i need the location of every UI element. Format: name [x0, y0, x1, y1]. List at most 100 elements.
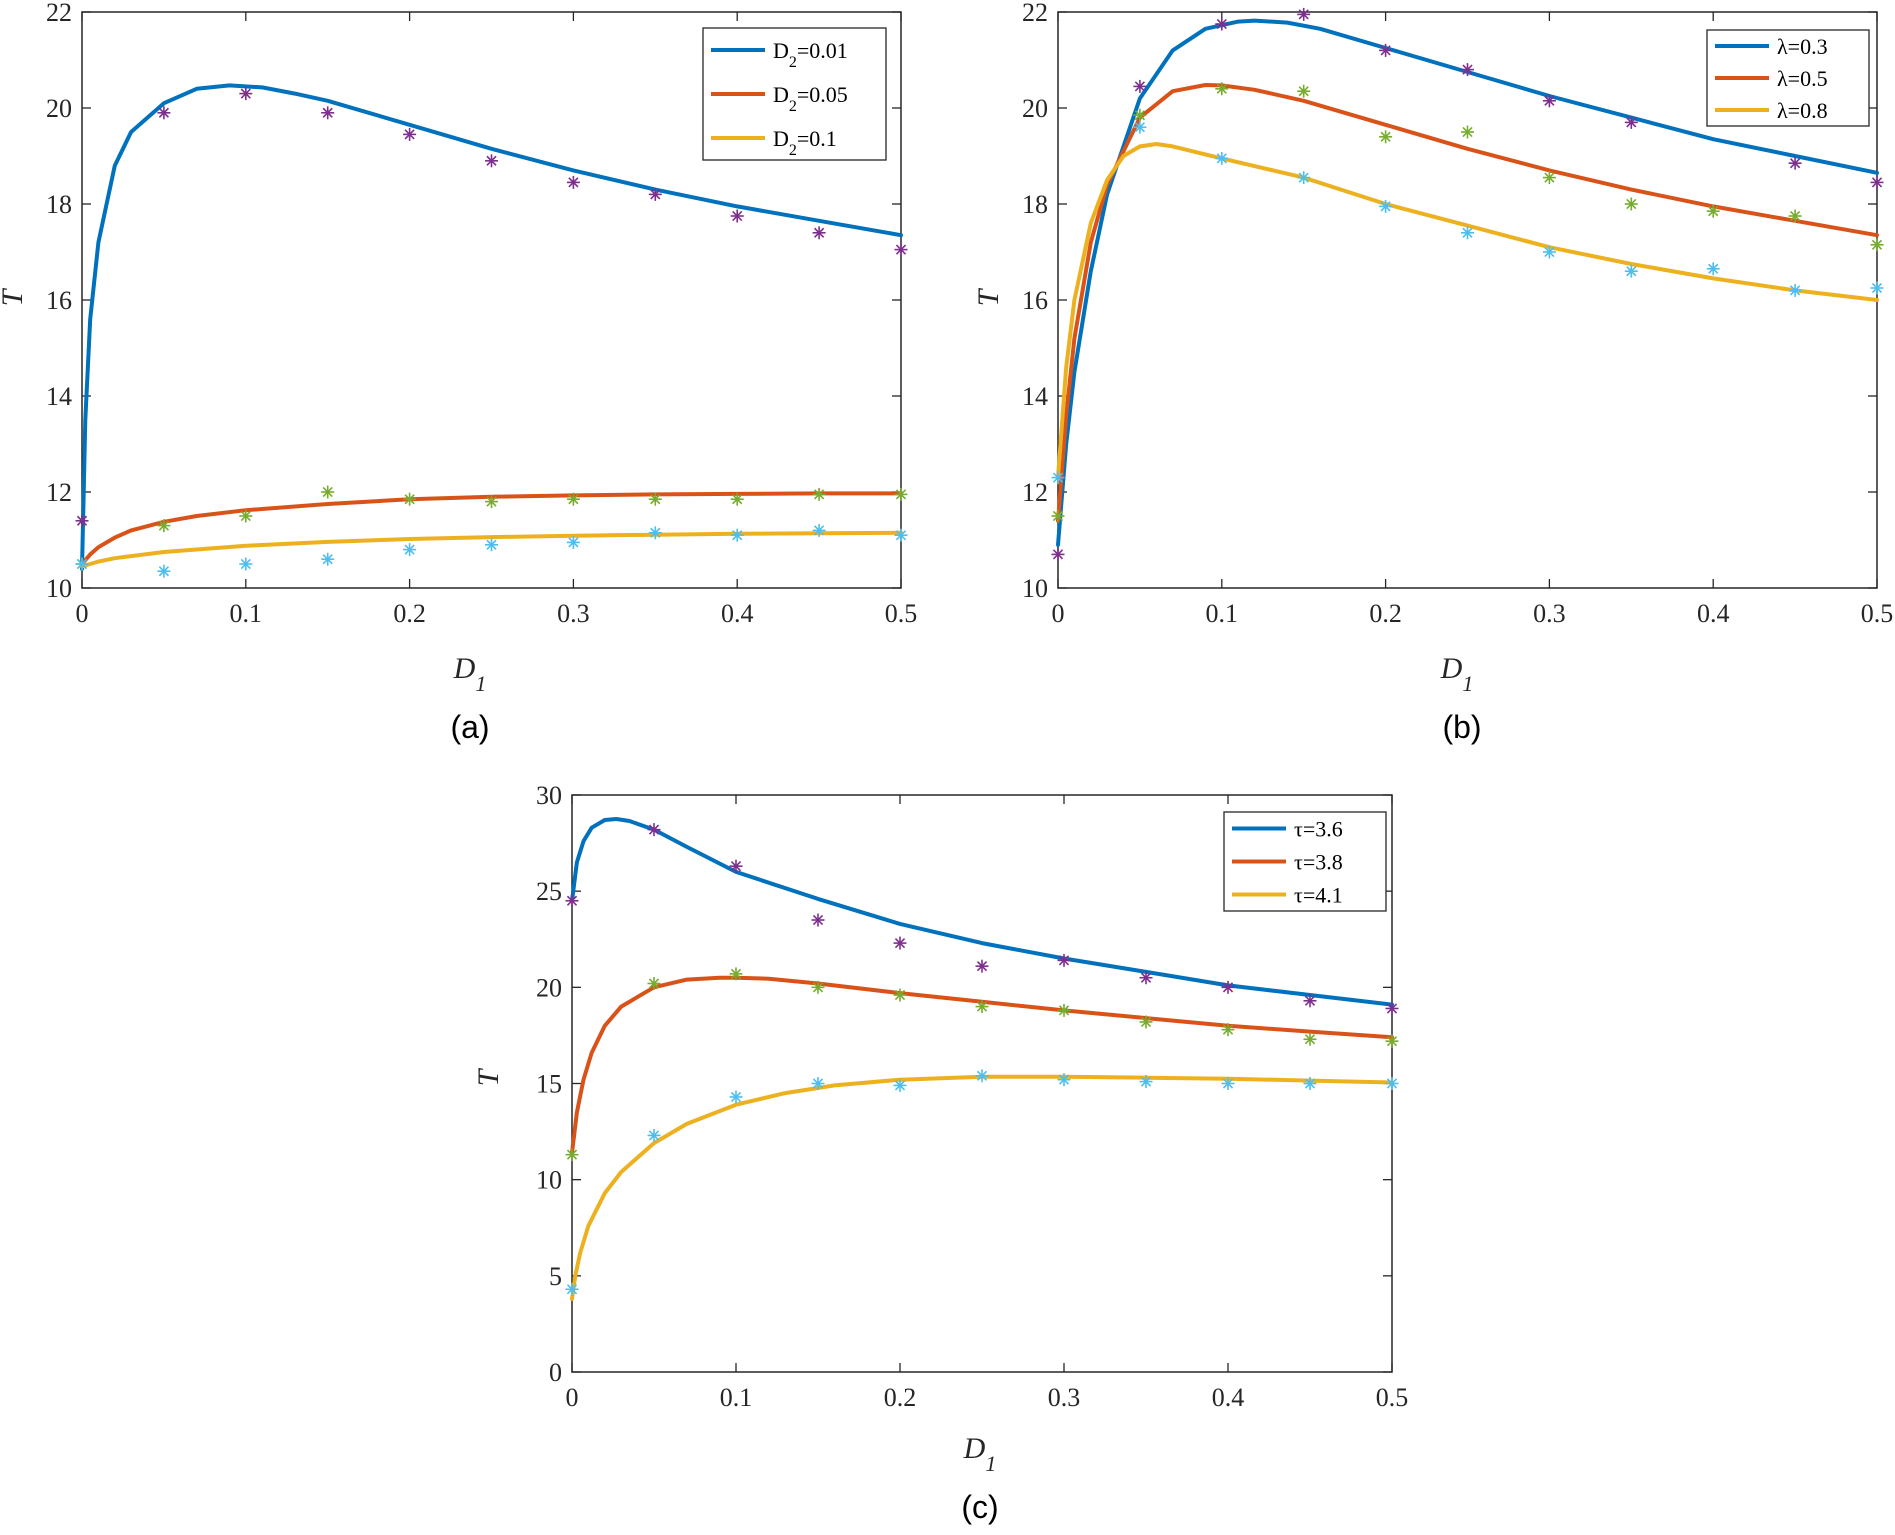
panel-b-plot-area: 0 0.1 0.2 0.3 0.4 0.5 10 12 14 16 18 20 22 λ=0.3 λ=0.5…	[1022, 0, 1893, 628]
series-1-marker	[975, 959, 989, 973]
series-3-marker	[321, 552, 335, 566]
series-2-marker	[1139, 1015, 1153, 1029]
series-line-1	[570, 817, 1394, 1007]
series-3-marker	[1706, 262, 1720, 276]
series-2-marker	[403, 492, 417, 506]
series-1-marker	[1788, 156, 1802, 170]
series-3-marker	[1379, 199, 1393, 213]
series-1-marker	[1542, 94, 1556, 108]
panel-c-plot-area: 0 0.1 0.2 0.3 0.4 0.5051015202530τ=3.6τ=3.8τ=…	[536, 781, 1408, 1412]
series-1-marker	[811, 913, 825, 927]
series-2-marker	[812, 487, 826, 501]
legend-label: τ=4.1	[1294, 883, 1343, 908]
series-2-marker	[975, 1000, 989, 1014]
series-2-marker	[1133, 108, 1147, 122]
y-tick-label: 12	[1022, 478, 1048, 507]
legend-label: λ=0.8	[1777, 98, 1828, 123]
panel-b-legend: λ=0.3 λ=0.5 λ=0.8	[1706, 29, 1870, 127]
series-2-marker	[1379, 130, 1393, 144]
series-line-2	[1056, 83, 1879, 523]
y-tick-label: 18	[46, 190, 72, 219]
series-line-3	[80, 530, 903, 569]
legend-label: τ=3.8	[1294, 850, 1343, 875]
series-line-2	[80, 491, 903, 566]
series-1-marker	[1870, 175, 1884, 189]
legend-label: λ=0.5	[1777, 66, 1828, 91]
series-3-marker	[647, 1128, 661, 1142]
series-2-marker	[1303, 1032, 1317, 1046]
series-line-3	[570, 1074, 1394, 1301]
series-1-marker	[566, 175, 580, 189]
series-1-marker	[647, 823, 661, 837]
series-1-marker	[893, 936, 907, 950]
panel-c-xlabel: D1	[963, 1432, 997, 1476]
panel-c: 0 0.1 0.2 0.3 0.4 0.5051015202530τ=3.6τ=3.8τ=…	[472, 781, 1408, 1525]
series-2-marker	[566, 492, 580, 506]
x-tick-label: 0.4	[1697, 599, 1730, 628]
x-tick-label: 0	[566, 1383, 579, 1412]
panel-b-ylabel: T	[972, 287, 1005, 306]
y-tick-label: 12	[46, 478, 72, 507]
series-3-marker	[1385, 1077, 1399, 1090]
x-tick-label: 0.5	[1861, 599, 1894, 628]
panel-a-ylabel: T	[0, 287, 29, 306]
y-tick-label: 10	[1022, 574, 1048, 603]
series-3-marker	[1297, 171, 1311, 185]
legend-label: D2=0.05	[773, 82, 848, 115]
y-tick-label: 18	[1022, 190, 1048, 219]
series-2-marker	[157, 519, 171, 533]
series-3-marker	[566, 535, 580, 549]
series-1-marker	[1379, 43, 1393, 57]
series-2-marker	[729, 967, 743, 981]
x-tick-label: 0.4	[1212, 1383, 1245, 1412]
series-3-marker	[1870, 281, 1884, 295]
x-tick-label: 0.4	[721, 599, 754, 628]
x-tick-label: 0.2	[884, 1383, 917, 1412]
series-2-marker	[893, 988, 907, 1002]
series-2-marker	[239, 509, 253, 523]
x-tick-label: 0	[1052, 599, 1065, 628]
legend-label: λ=0.3	[1777, 34, 1828, 59]
series-3-marker	[157, 564, 171, 578]
x-tick-label: 0.1	[230, 599, 263, 628]
y-tick-label: 10	[46, 574, 72, 603]
series-3-marker	[812, 523, 826, 537]
x-tick-label: 0.2	[1369, 599, 1402, 628]
legend-label: τ=3.6	[1294, 817, 1343, 842]
y-tick-label: 10	[536, 1166, 562, 1195]
series-1-marker	[1057, 953, 1071, 967]
series-1-marker	[157, 106, 171, 120]
series-1-marker	[1385, 1001, 1399, 1015]
series-3-marker	[1215, 151, 1229, 165]
series-3-marker	[75, 557, 89, 571]
series-2-marker	[1542, 171, 1556, 185]
series-3-marker	[485, 538, 498, 552]
series-3-marker	[1624, 264, 1638, 278]
panel-c-caption: (c)	[961, 1489, 998, 1525]
y-tick-label: 20	[536, 973, 562, 1002]
panel-b: 0 0.1 0.2 0.3 0.4 0.5 10 12 14 16 18 20 22 λ=0.3 λ=0.5…	[972, 0, 1893, 745]
y-tick-label: 5	[549, 1262, 562, 1291]
series-2-marker	[648, 492, 662, 506]
series-1-marker	[894, 243, 908, 257]
series-2-marker	[485, 495, 498, 509]
series-1-marker	[1139, 971, 1153, 985]
series-1-marker	[812, 226, 826, 240]
series-1-marker	[565, 894, 579, 908]
y-tick-label: 0	[549, 1358, 562, 1387]
series-1-marker	[1297, 7, 1311, 21]
panel-a-legend: D2=0.01 D2=0.05 D2=0.1	[702, 27, 887, 161]
panel-a-caption: (a)	[450, 709, 489, 745]
series-3-marker	[1133, 120, 1147, 134]
series-3-marker	[1057, 1073, 1071, 1087]
panel-a-plot-area: 0 0.1 0.2 0.3 0.4 0.510121416182022D2=0.01D2=…	[46, 0, 917, 628]
series-3-marker	[403, 543, 417, 557]
series-3-marker	[1139, 1075, 1153, 1089]
series-1-marker	[1461, 63, 1474, 77]
series-2-marker	[730, 492, 744, 506]
series-2-marker	[1057, 1003, 1071, 1017]
series-1-marker	[1303, 994, 1317, 1008]
y-tick-label: 20	[1022, 94, 1048, 123]
x-tick-label: 0.3	[557, 599, 590, 628]
